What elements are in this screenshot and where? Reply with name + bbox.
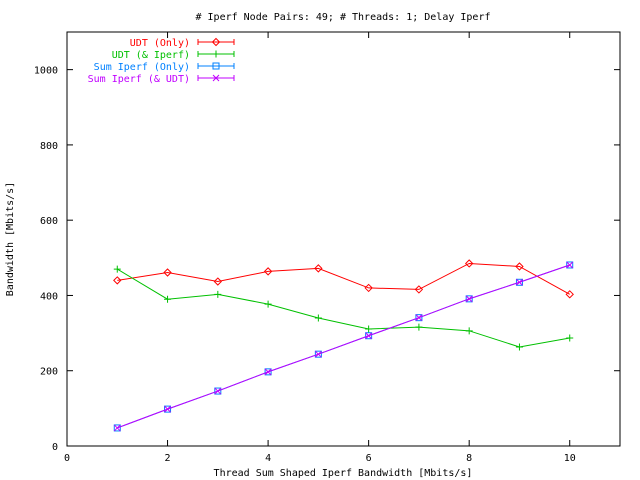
series-line: [117, 264, 570, 429]
data-point: [264, 300, 272, 308]
data-point: [113, 424, 121, 432]
data-point: [415, 314, 423, 322]
data-point: [214, 290, 222, 298]
y-axis: 0 200 400 600 800 1000: [34, 66, 620, 453]
series-2: [113, 265, 574, 351]
x-axis: 0 2 4 6 8 10: [64, 32, 576, 464]
data-point: [163, 268, 172, 277]
y-tick-label: 200: [40, 367, 58, 378]
legend-label: Sum Iperf (Only): [94, 62, 190, 73]
data-point: [516, 278, 523, 286]
data-point: [566, 334, 574, 342]
data-point: [314, 350, 322, 358]
data-point: [164, 295, 172, 303]
data-point: [566, 261, 574, 269]
data-point: [264, 368, 272, 376]
data-point: [465, 295, 473, 303]
y-tick-label: 800: [40, 141, 58, 152]
data-point: [113, 265, 121, 273]
series-line: [117, 262, 570, 295]
x-tick-label: 0: [64, 453, 70, 464]
data-point: [365, 332, 372, 340]
y-tick-label: 400: [40, 291, 58, 302]
y-tick-label: 0: [52, 442, 58, 453]
legend-label: UDT (Only): [130, 38, 190, 49]
data-point: [164, 405, 171, 413]
y-axis-label: Bandwidth [Mbits/s]: [5, 182, 16, 296]
data-point: [414, 285, 424, 294]
data-point: [365, 332, 373, 340]
data-point: [465, 295, 473, 303]
data-point: [464, 259, 474, 268]
x-tick-label: 4: [265, 453, 271, 464]
series-1: [113, 259, 574, 299]
legend: UDT (Only)UDT (& Iperf)Sum Iperf (Only)S…: [88, 37, 235, 85]
data-point: [365, 325, 373, 333]
data-point: [566, 261, 574, 269]
data-point: [113, 276, 122, 285]
series-layer: [113, 259, 574, 432]
series-line: [117, 264, 570, 429]
legend-marker: [211, 37, 221, 47]
series-4: [113, 261, 574, 432]
series-line: [117, 268, 570, 348]
x-tick-label: 2: [165, 453, 171, 464]
data-point: [515, 262, 524, 271]
data-point: [113, 424, 121, 432]
data-point: [415, 314, 423, 322]
legend-label: UDT (& Iperf): [112, 50, 190, 61]
data-point: [415, 323, 423, 331]
data-point: [214, 387, 222, 395]
legend-marker: [212, 62, 220, 70]
legend-marker: [212, 50, 220, 58]
data-point: [515, 278, 523, 286]
data-point: [364, 283, 373, 293]
data-point: [214, 387, 222, 395]
data-point: [164, 405, 172, 413]
data-point: [315, 350, 322, 358]
data-point: [264, 368, 272, 376]
data-point: [263, 267, 273, 276]
data-point: [515, 343, 523, 351]
y-tick-label: 1000: [34, 66, 58, 77]
data-point: [314, 264, 323, 273]
legend-marker: [212, 74, 220, 82]
x-tick-label: 6: [366, 453, 372, 464]
y-tick-label: 600: [40, 216, 58, 227]
x-tick-label: 8: [466, 453, 472, 464]
chart-title: # Iperf Node Pairs: 49; # Threads: 1; De…: [195, 12, 490, 23]
data-point: [565, 290, 574, 299]
data-point: [465, 327, 473, 335]
data-point: [213, 277, 223, 286]
x-tick-label: 10: [564, 453, 576, 464]
plot-area-border: [66, 31, 621, 447]
legend-label: Sum Iperf (& UDT): [88, 74, 190, 85]
x-axis-label: Thread Sum Shaped Iperf Bandwidth [Mbits…: [214, 468, 473, 479]
data-point: [314, 314, 322, 322]
